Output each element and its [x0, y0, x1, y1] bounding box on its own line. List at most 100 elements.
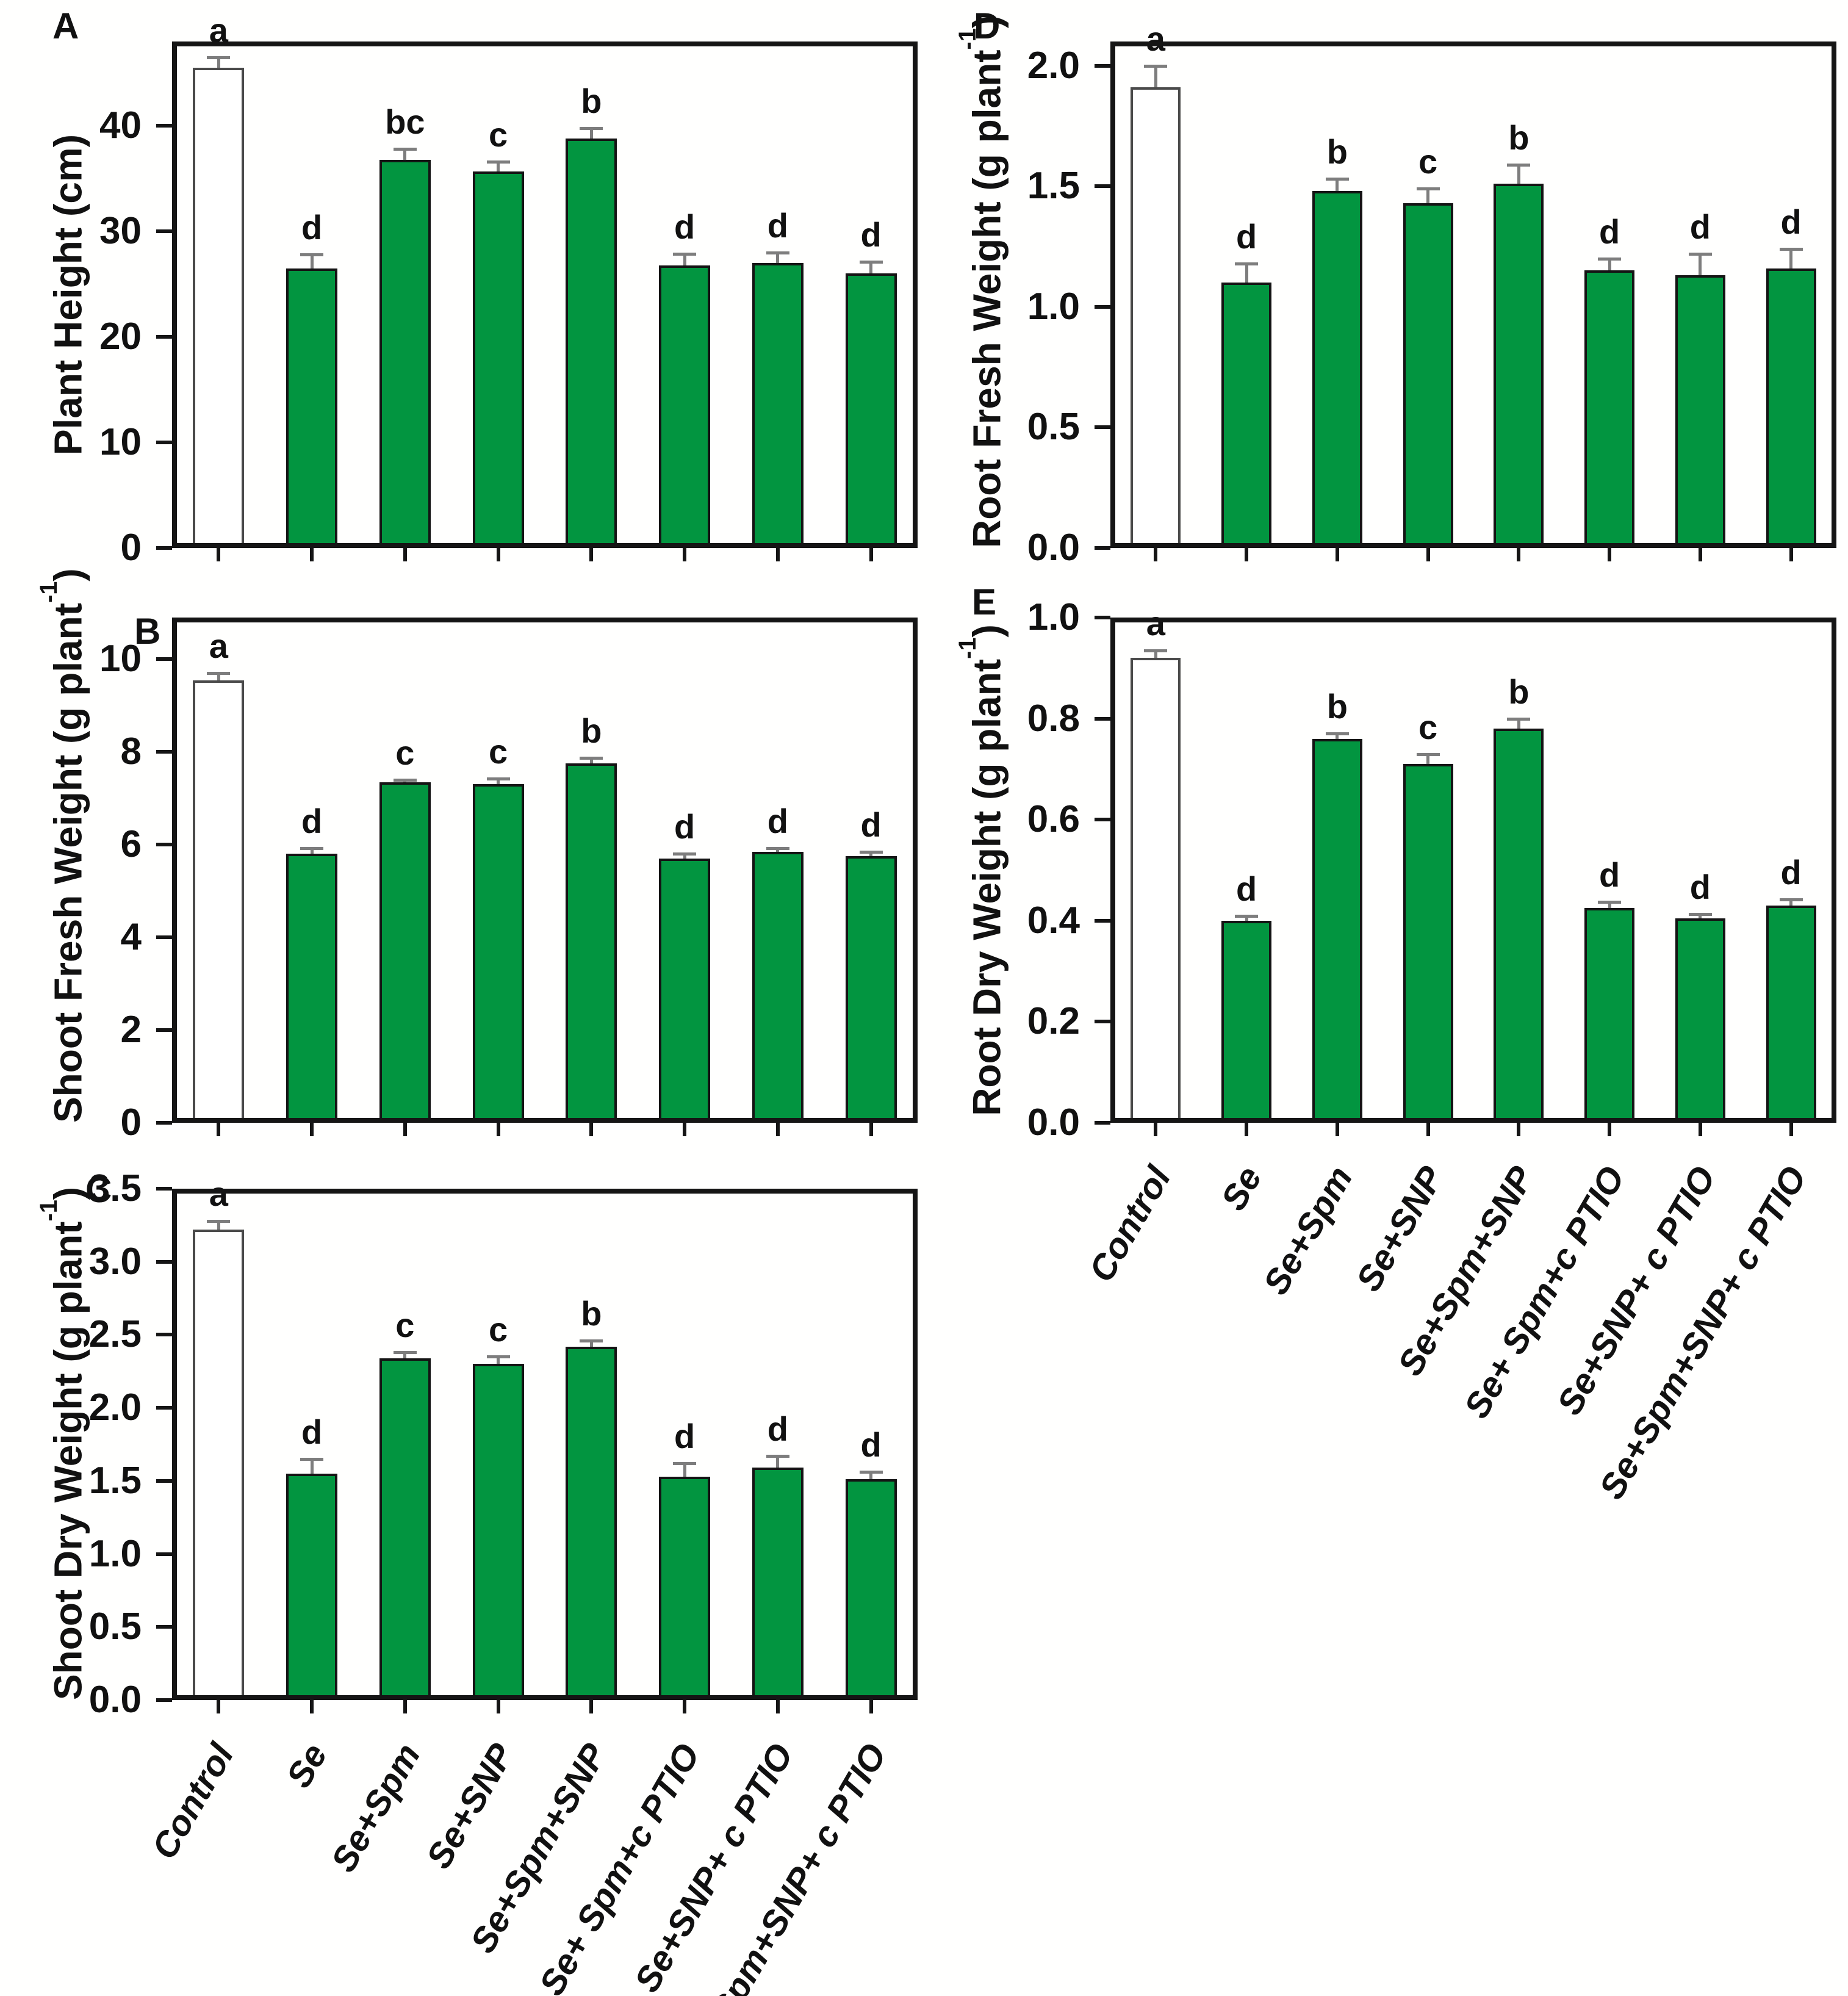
bar-treatment-D-3	[1403, 203, 1453, 548]
error-bar-cap-B-6	[766, 846, 789, 850]
significance-letter-C-4: b	[581, 1294, 602, 1333]
error-bar-cap-E-0	[1144, 649, 1168, 652]
significance-letter-E-7: d	[1780, 853, 1802, 892]
y-tick-E-2	[1095, 918, 1110, 923]
bar-treatment-C-1	[286, 1473, 338, 1700]
x-tick-C-7	[869, 1700, 873, 1713]
x-tick-A-0	[217, 548, 221, 561]
y-tick-C-5	[156, 1333, 172, 1337]
y-tick-label-E-4: 0.8	[1027, 697, 1080, 740]
error-bar-stem-D-6	[1699, 253, 1702, 276]
error-bar-stem-D-3	[1426, 189, 1430, 203]
error-bar-stem-E-6	[1699, 914, 1702, 918]
y-tick-E-0	[1095, 1121, 1110, 1125]
y-axis-title-superscript: -1	[35, 581, 63, 603]
y-tick-label-C-5: 2.5	[88, 1313, 142, 1356]
x-tick-C-5	[683, 1700, 687, 1713]
bar-treatment-E-3	[1403, 764, 1453, 1123]
x-tick-D-2	[1335, 548, 1339, 561]
significance-letter-E-6: d	[1689, 868, 1711, 907]
panel-label-C: C	[85, 1169, 112, 1210]
error-bar-cap-C-4	[580, 1339, 603, 1342]
significance-letter-E-4: b	[1508, 672, 1530, 711]
x-tick-A-1	[310, 548, 314, 561]
bar-treatment-C-3	[472, 1364, 524, 1700]
x-tick-D-6	[1698, 548, 1702, 561]
error-bar-stem-A-1	[310, 254, 314, 268]
bar-treatment-E-1	[1221, 920, 1272, 1123]
y-tick-C-6	[156, 1259, 172, 1264]
bar-treatment-E-4	[1494, 729, 1544, 1123]
y-tick-C-3	[156, 1479, 172, 1483]
y-tick-label-A-4: 40	[99, 104, 142, 147]
error-bar-stem-A-6	[776, 252, 780, 264]
x-tick-D-3	[1426, 548, 1430, 561]
y-tick-label-C-3: 1.5	[88, 1459, 142, 1502]
error-bar-cap-D-6	[1688, 252, 1712, 256]
y-tick-label-C-2: 1.0	[88, 1532, 142, 1575]
error-bar-cap-B-2	[393, 778, 417, 782]
y-tick-A-0	[156, 546, 172, 550]
bar-control-C-0	[193, 1230, 245, 1700]
significance-letter-C-2: c	[395, 1306, 415, 1345]
x-tick-D-0	[1154, 548, 1158, 561]
y-tick-label-B-0: 0	[120, 1101, 142, 1144]
bar-treatment-E-5	[1584, 908, 1635, 1123]
y-tick-label-B-2: 4	[120, 916, 142, 959]
x-tick-A-3	[496, 548, 500, 561]
bar-treatment-C-5	[659, 1476, 711, 1700]
bar-treatment-A-2	[379, 159, 431, 548]
y-tick-C-2	[156, 1552, 172, 1556]
significance-letter-B-1: d	[301, 802, 323, 841]
significance-letter-E-5: d	[1599, 856, 1620, 895]
significance-letter-C-1: d	[301, 1412, 323, 1451]
x-tick-E-3	[1426, 1123, 1430, 1136]
error-bar-stem-E-1	[1245, 915, 1248, 921]
plot-frame-A	[172, 41, 918, 548]
y-tick-A-3	[156, 229, 172, 234]
y-tick-label-A-1: 10	[99, 421, 142, 464]
error-bar-cap-A-0	[207, 56, 231, 59]
error-bar-stem-D-4	[1517, 164, 1520, 184]
significance-letter-B-5: d	[674, 807, 696, 846]
bar-treatment-C-4	[566, 1346, 617, 1700]
bar-treatment-E-7	[1766, 905, 1816, 1123]
y-tick-A-1	[156, 441, 172, 445]
y-tick-label-B-1: 2	[120, 1009, 142, 1051]
y-axis-title-close: )	[46, 568, 90, 582]
y-tick-D-3	[1095, 184, 1110, 189]
bar-treatment-B-2	[379, 782, 431, 1123]
error-bar-stem-E-3	[1426, 754, 1430, 765]
x-tick-E-5	[1608, 1123, 1612, 1136]
bar-treatment-D-4	[1494, 184, 1544, 548]
error-bar-stem-E-4	[1517, 718, 1520, 729]
x-tick-B-1	[310, 1123, 314, 1136]
significance-letter-D-2: b	[1326, 132, 1348, 171]
bar-control-E-0	[1131, 658, 1181, 1123]
error-bar-cap-B-1	[300, 847, 324, 851]
error-bar-cap-A-5	[673, 252, 697, 256]
x-tick-E-2	[1335, 1123, 1339, 1136]
significance-letter-C-5: d	[674, 1417, 696, 1456]
error-bar-cap-D-1	[1235, 262, 1259, 265]
y-axis-title-close: )	[965, 624, 1009, 638]
x-tick-C-3	[496, 1700, 500, 1713]
panel-label-D: D	[974, 5, 1001, 46]
y-axis-title-text: Shoot Dry Weight (g plant	[46, 1221, 90, 1700]
x-tick-A-5	[683, 548, 687, 561]
x-tick-E-4	[1517, 1123, 1521, 1136]
significance-letter-B-4: b	[581, 712, 602, 751]
error-bar-stem-B-6	[776, 848, 780, 852]
significance-letter-B-3: c	[489, 732, 508, 771]
error-bar-cap-E-4	[1507, 717, 1531, 721]
y-axis-title-superscript: -1	[954, 637, 982, 659]
bar-treatment-C-7	[845, 1479, 897, 1700]
bar-treatment-E-2	[1312, 738, 1362, 1123]
error-bar-cap-E-6	[1688, 913, 1712, 917]
y-tick-label-E-2: 0.4	[1027, 899, 1080, 942]
error-bar-stem-C-6	[776, 1456, 780, 1468]
y-axis-title-A: Plant Height (cm)	[34, 41, 90, 548]
y-tick-label-A-3: 30	[99, 210, 142, 253]
significance-letter-D-6: d	[1689, 207, 1711, 246]
